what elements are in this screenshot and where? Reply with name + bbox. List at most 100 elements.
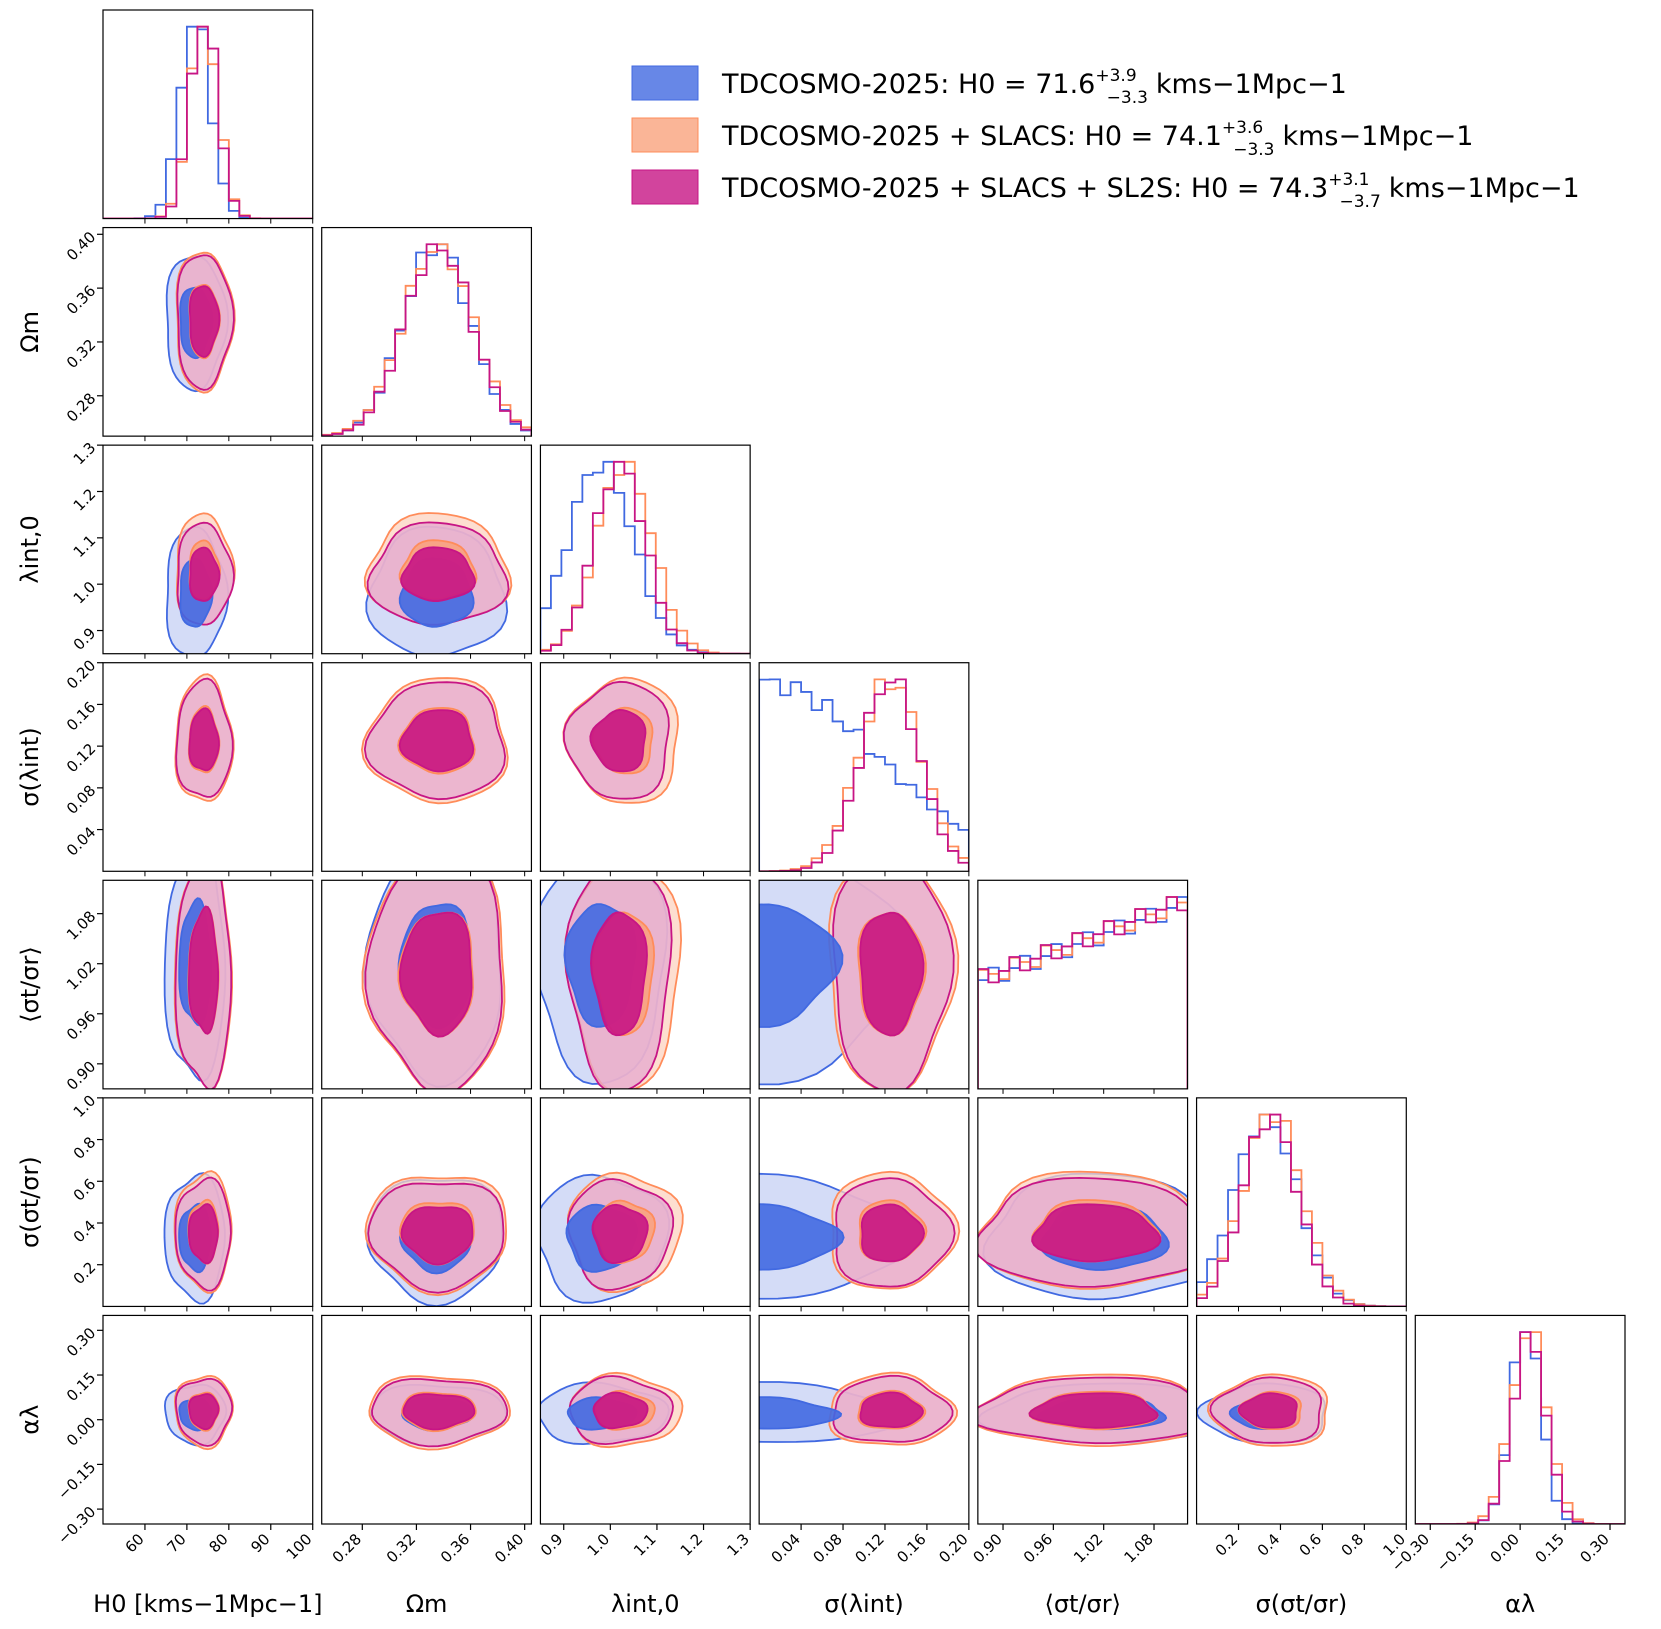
- xtick-H0-1: 70: [163, 1530, 189, 1556]
- contour68-Om-alpha-series-2: [402, 1393, 476, 1431]
- legend-swatch-1: [631, 117, 699, 153]
- xtick-lam-4: 1.3: [723, 1530, 753, 1560]
- xtick-alpha-3: 0.15: [1532, 1530, 1568, 1566]
- xtick-ratio-3: 1.08: [1120, 1530, 1156, 1566]
- ytick-lam-3: 1.2: [70, 485, 100, 515]
- ytick-Om-3: 0.40: [63, 228, 99, 264]
- xlabel-sig_lam: σ(λint): [824, 1590, 903, 1618]
- panel-sig_lam-ratio: [758, 879, 970, 1094]
- hist-ratio-series-2: [977, 896, 1188, 1089]
- xtick-Om-3: 0.40: [491, 1530, 527, 1566]
- ytick-sig_lam-1: 0.08: [63, 781, 99, 817]
- ytick-alpha-1: −0.15: [54, 1458, 99, 1503]
- xtick-alpha-4: 0.30: [1576, 1530, 1612, 1566]
- panel-sig_lam-sig_lam: [758, 662, 970, 877]
- xtick-lam-0: 0.9: [537, 1530, 567, 1560]
- legend-swatch-2: [631, 169, 699, 205]
- panel-ratio-sig_ratio: [977, 1097, 1189, 1312]
- xtick-Om-0: 0.28: [329, 1530, 365, 1566]
- ytick-ratio-1: 0.96: [63, 1007, 99, 1043]
- ytick-alpha-0: −0.30: [54, 1503, 99, 1548]
- ytick-alpha-3: 0.15: [63, 1369, 99, 1405]
- contour68-lam-sig_lam-series-2: [589, 708, 647, 773]
- panel-sig_ratio-alpha: 0.2 0.4 0.6 0.8 1.0: [1195, 1314, 1409, 1560]
- xtick-ratio-1: 0.96: [1020, 1530, 1056, 1566]
- contour68-lam-sig_ratio-series-2: [591, 1203, 649, 1265]
- ytick-lam-2: 1.1: [70, 531, 100, 561]
- contour68-Om-sig_ratio-series-2: [400, 1206, 474, 1266]
- panel-sig_lam-alpha: 0.04 0.08 0.12 0.16 0.20: [758, 1314, 972, 1566]
- panel-H0-H0: [102, 9, 314, 224]
- panel-sig_lam-sig_ratio: [758, 1097, 970, 1312]
- panel-sig_ratio-sig_ratio: [1195, 1097, 1407, 1312]
- contour68-sig_lam-alpha-series-2: [859, 1391, 924, 1429]
- legend-label-1: TDCOSMO-2025 + SLACS: H0 = 74.1+3.6 −3.3 k…: [721, 118, 1473, 160]
- panel-H0-Om: 0.28 0.32 0.36 0.40: [63, 226, 314, 442]
- legend-label-0: TDCOSMO-2025: H0 = 71.6+3.9 −3.3 kms−1Mpc−…: [721, 66, 1347, 108]
- contour68-sig_lam-sig_ratio-series-2: [860, 1203, 926, 1263]
- panel-alpha-alpha: −0.30 −0.15 0.00 0.15 0.30: [1388, 1314, 1626, 1575]
- ytick-sig_ratio-4: 1.0: [70, 1091, 100, 1121]
- ylabel-lam: λint,0: [16, 515, 44, 583]
- ytick-sig_ratio-0: 0.2: [70, 1258, 100, 1288]
- panel-lam-alpha: 0.9 1.0 1.1 1.2 1.3: [537, 1314, 753, 1560]
- ytick-lam-4: 1.3: [70, 439, 100, 469]
- contour68-ratio-alpha-series-2: [1028, 1392, 1159, 1429]
- ylabel-alpha: αλ: [16, 1405, 44, 1435]
- panel-Om-ratio: [321, 879, 533, 1094]
- xtick-sig_ratio-0: 0.2: [1212, 1530, 1242, 1560]
- panel-H0-alpha: 60 70 80 90 100 −0.30−0.15 0.00 0.15 0.30: [54, 1314, 316, 1563]
- contour68-H0-sig_ratio-series-2: [188, 1203, 219, 1265]
- contour68-Om-ratio-series-2: [398, 911, 473, 1038]
- legend-swatch-0: [631, 65, 699, 101]
- panel-Om-sig_lam: [321, 662, 533, 877]
- xtick-sig_lam-1: 0.08: [810, 1530, 846, 1566]
- ytick-ratio-0: 0.90: [63, 1057, 99, 1093]
- ylabel-ratio: ⟨σt/σr⟩: [16, 946, 44, 1023]
- panel-ratio-alpha: 0.90 0.96 1.02 1.08: [970, 1314, 1189, 1566]
- contour68-lam-ratio-series-2: [589, 911, 648, 1037]
- panel-lam-sig_lam: [539, 662, 751, 877]
- panel-H0-sig_ratio: 0.2 0.4 0.6 0.8 1.0: [70, 1091, 314, 1312]
- ytick-lam-0: 0.9: [70, 624, 100, 654]
- xlabel-Om: Ωm: [406, 1590, 448, 1618]
- panel-ratio-ratio: [977, 879, 1189, 1094]
- panel-lam-sig_ratio: [539, 1097, 751, 1312]
- xlabel-alpha: αλ: [1505, 1590, 1535, 1618]
- hist-sig_lam-series-2: [759, 678, 969, 872]
- contour68-sig_lam-sig_ratio-series-0: [759, 1203, 845, 1271]
- ytick-sig_lam-3: 0.16: [63, 698, 99, 734]
- ytick-sig_lam-0: 0.04: [63, 823, 99, 859]
- contour68-H0-lam-series-2: [189, 546, 221, 602]
- xtick-H0-2: 80: [205, 1530, 231, 1556]
- contour68-Om-sig_lam-series-2: [398, 709, 475, 773]
- ylabel-Om: Ωm: [16, 311, 44, 353]
- ylabel-sig_ratio: σ(σt/σr): [16, 1156, 44, 1248]
- xlabel-H0: H0 [kms−1Mpc−1]: [93, 1590, 322, 1618]
- panel-lam-lam: [539, 444, 751, 659]
- ytick-sig_ratio-1: 0.4: [70, 1217, 100, 1247]
- xtick-sig_lam-4: 0.20: [935, 1530, 971, 1566]
- legend-label-2: TDCOSMO-2025 + SLACS + SL2S: H0 = 74.3+3…: [721, 170, 1580, 212]
- panel-lam-ratio: [539, 879, 751, 1094]
- contour68-ratio-sig_ratio-series-2: [1031, 1203, 1162, 1263]
- ytick-sig_ratio-3: 0.8: [70, 1133, 100, 1163]
- xtick-sig_ratio-2: 0.6: [1296, 1530, 1326, 1560]
- contour68-H0-sig_lam-series-2: [188, 707, 220, 772]
- ytick-sig_lam-4: 0.20: [63, 656, 99, 692]
- panel-Om-sig_ratio: [321, 1097, 533, 1312]
- panel-Om-Om: [321, 226, 533, 442]
- panel-H0-lam: 0.9 1.0 1.1 1.2 1.3: [70, 439, 314, 659]
- contour68-sig_lam-ratio-series-0: [759, 903, 844, 1028]
- ytick-Om-1: 0.32: [63, 336, 99, 372]
- panel-H0-ratio: 0.90 0.96 1.02 1.08: [63, 879, 314, 1094]
- ytick-ratio-2: 1.02: [63, 957, 99, 993]
- panel-Om-lam: [321, 444, 533, 659]
- contour68-Om-lam-series-2: [400, 546, 477, 602]
- contour68-H0-alpha-series-2: [188, 1393, 220, 1431]
- xlabel-sig_ratio: σ(σt/σr): [1256, 1590, 1348, 1618]
- ytick-ratio-3: 1.08: [63, 907, 99, 943]
- contour68-lam-alpha-series-2: [592, 1391, 649, 1430]
- xtick-sig_lam-2: 0.12: [851, 1530, 887, 1566]
